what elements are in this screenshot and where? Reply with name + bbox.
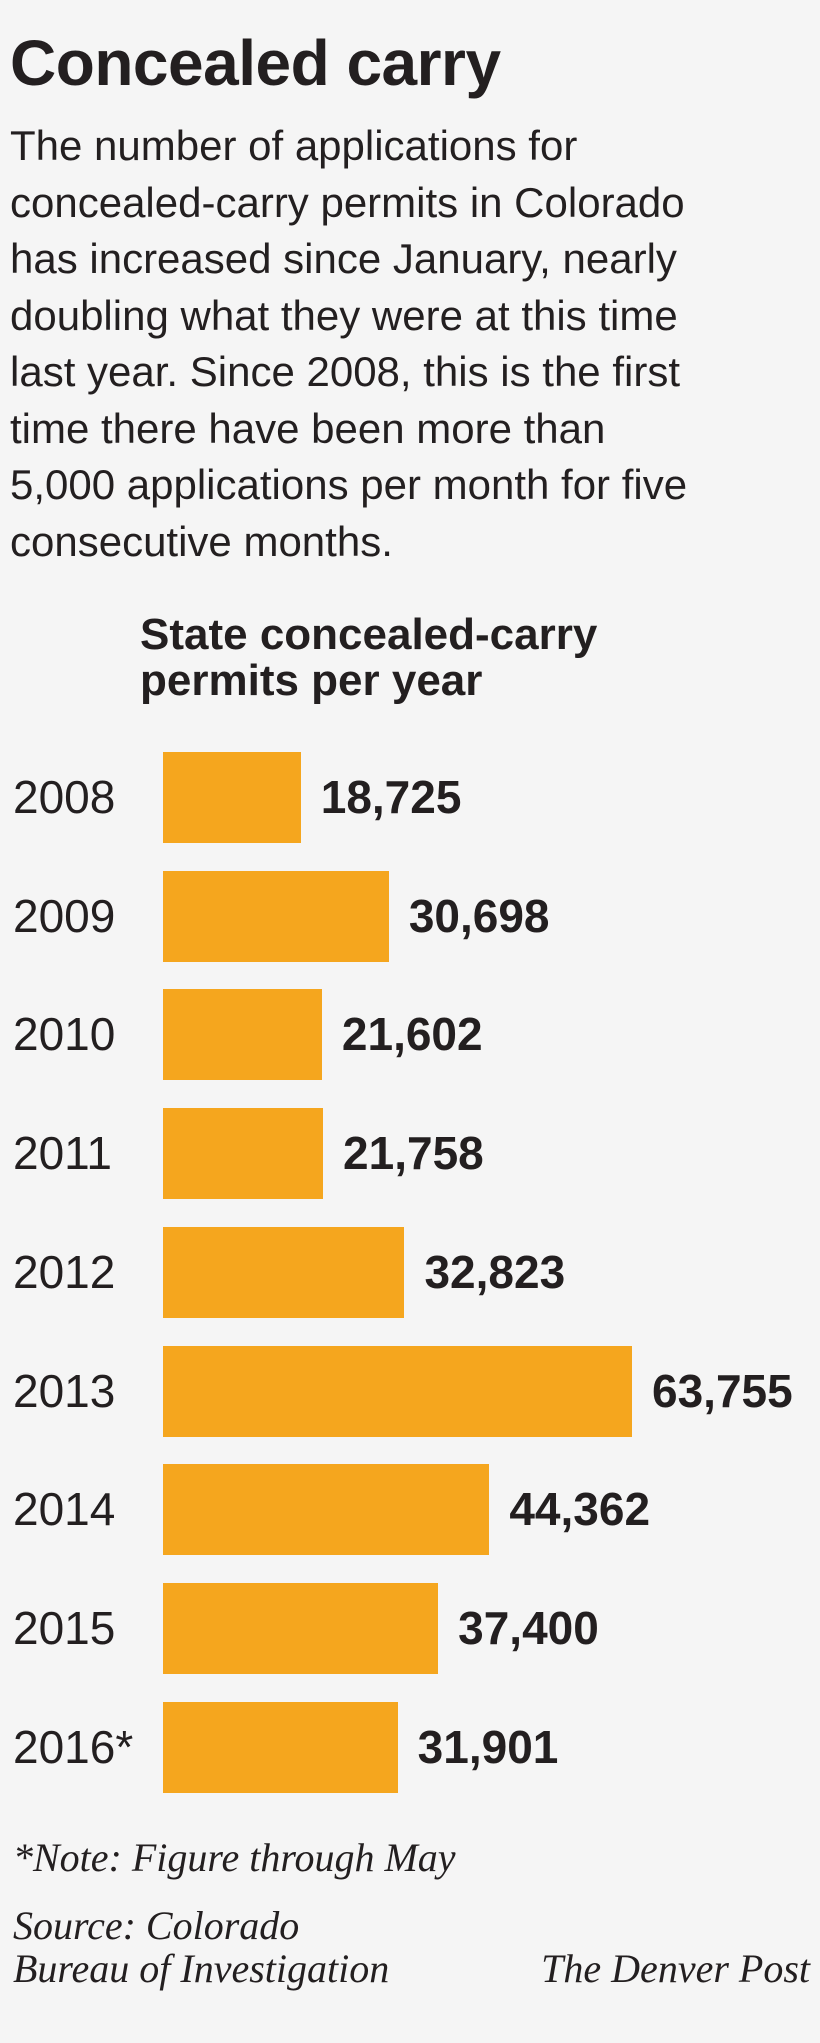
description-line: time there have been more than	[10, 404, 606, 452]
footnote: *Note: Figure through May	[13, 1835, 456, 1880]
value-label: 31,901	[417, 1720, 559, 1773]
category-label: 2014	[13, 1483, 116, 1536]
value-label: 32,823	[424, 1245, 566, 1298]
category-label: 2009	[13, 889, 116, 942]
description-line: 5,000 applications per month for five	[10, 461, 688, 508]
value-label: 30,698	[408, 889, 550, 942]
chart-title: State concealed-carry permits per year	[140, 612, 597, 704]
description-line: has increased since January, nearly	[10, 235, 677, 282]
value-label: 63,755	[652, 1364, 793, 1417]
category-label: 2016*	[13, 1720, 134, 1773]
category-label: 2015	[13, 1601, 116, 1654]
source-line: Source: Colorado	[13, 1903, 300, 1948]
credit: The Denver Post	[541, 1946, 810, 1991]
bar-2012	[163, 1226, 405, 1318]
value-label: 21,602	[341, 1008, 483, 1061]
source-line: Bureau of Investigation	[13, 1946, 390, 1991]
description-line: concealed-carry permits in Colorado	[10, 178, 685, 226]
description-line: last year. Since 2008, this is the first	[10, 348, 680, 395]
bar-2014	[163, 1464, 490, 1556]
bar-2010	[163, 989, 322, 1081]
headline: Concealed carry	[10, 27, 501, 99]
bar-2016	[163, 1701, 398, 1793]
bar-2008	[163, 752, 301, 843]
category-label: 2012	[13, 1245, 116, 1298]
description-line: The number of applications for	[10, 122, 578, 169]
value-label: 44,362	[509, 1483, 651, 1536]
value-label: 18,725	[320, 771, 462, 823]
category-label: 2013	[13, 1364, 116, 1417]
bar-2015	[163, 1582, 439, 1674]
value-label: 21,758	[343, 1127, 484, 1180]
category-label: 2008	[13, 771, 116, 823]
bar-2013	[163, 1345, 632, 1437]
description-line: doubling what they were at this time	[10, 291, 678, 339]
bar-2009	[163, 870, 389, 962]
category-label: 2011	[13, 1127, 112, 1180]
description-line: consecutive months.	[10, 517, 393, 565]
bar-2011	[163, 1108, 324, 1200]
description: The number of applications for concealed…	[10, 118, 687, 570]
value-label: 37,400	[458, 1601, 599, 1654]
chart-title-line: State concealed-carry	[140, 610, 598, 659]
chart-title-line: permits per year	[140, 656, 483, 705]
category-label: 2010	[13, 1008, 116, 1061]
